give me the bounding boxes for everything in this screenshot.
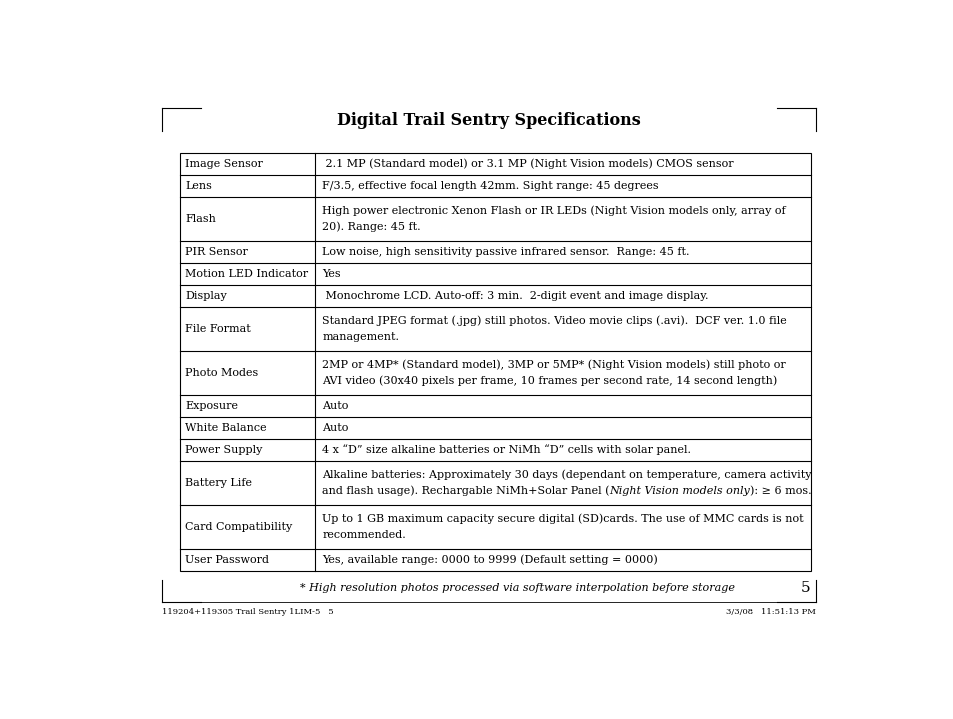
Text: Exposure: Exposure — [185, 400, 238, 411]
Text: Monochrome LCD. Auto-off: 3 min.  2-digit event and image display.: Monochrome LCD. Auto-off: 3 min. 2-digit… — [322, 290, 708, 301]
Text: 119204+119305 Trail Sentry 1LIM-5   5: 119204+119305 Trail Sentry 1LIM-5 5 — [162, 608, 334, 616]
Text: Standard JPEG format (.jpg) still photos. Video movie clips (.avi).  DCF ver. 1.: Standard JPEG format (.jpg) still photos… — [322, 316, 786, 326]
Text: F/3.5, effective focal length 42mm. Sight range: 45 degrees: F/3.5, effective focal length 42mm. Sigh… — [322, 180, 659, 191]
Text: Power Supply: Power Supply — [185, 445, 262, 454]
Text: AVI video (30x40 pixels per frame, 10 frames per second rate, 14 second length): AVI video (30x40 pixels per frame, 10 fr… — [322, 375, 777, 386]
Text: 5: 5 — [801, 581, 810, 595]
Text: High power electronic Xenon Flash or IR LEDs (Night Vision models only, array of: High power electronic Xenon Flash or IR … — [322, 206, 785, 216]
Text: 4 x “D” size alkaline batteries or NiMh “D” cells with solar panel.: 4 x “D” size alkaline batteries or NiMh … — [322, 444, 690, 455]
Text: 2MP or 4MP* (Standard model), 3MP or 5MP* (Night Vision models) still photo or: 2MP or 4MP* (Standard model), 3MP or 5MP… — [322, 360, 785, 370]
Text: Yes, available range: 0000 to 9999 (Default setting = 0000): Yes, available range: 0000 to 9999 (Defa… — [322, 554, 658, 565]
Text: 20). Range: 45 ft.: 20). Range: 45 ft. — [322, 221, 420, 232]
Text: Battery Life: Battery Life — [185, 477, 252, 487]
Text: and flash usage). Rechargable NiMh+Solar Panel (: and flash usage). Rechargable NiMh+Solar… — [322, 485, 609, 496]
Bar — [180, 152, 810, 571]
Text: File Format: File Format — [185, 324, 251, 334]
Text: PIR Sensor: PIR Sensor — [185, 247, 248, 257]
Text: Yes: Yes — [322, 269, 340, 279]
Text: Photo Modes: Photo Modes — [185, 367, 258, 377]
Text: User Password: User Password — [185, 554, 269, 564]
Text: Motion LED Indicator: Motion LED Indicator — [185, 269, 308, 279]
Text: Lens: Lens — [185, 180, 212, 191]
Text: Low noise, high sensitivity passive infrared sensor.  Range: 45 ft.: Low noise, high sensitivity passive infr… — [322, 247, 689, 257]
Text: 3/3/08   11:51:13 PM: 3/3/08 11:51:13 PM — [725, 608, 815, 616]
Text: recommended.: recommended. — [322, 530, 405, 540]
Text: Auto: Auto — [322, 400, 348, 411]
Text: Image Sensor: Image Sensor — [185, 159, 263, 169]
Text: Flash: Flash — [185, 214, 215, 224]
Text: Digital Trail Sentry Specifications: Digital Trail Sentry Specifications — [336, 112, 640, 129]
Text: Alkaline batteries: Approximately 30 days (dependant on temperature, camera acti: Alkaline batteries: Approximately 30 day… — [322, 470, 811, 480]
Text: Auto: Auto — [322, 423, 348, 433]
Text: Card Compatibility: Card Compatibility — [185, 522, 292, 532]
Text: management.: management. — [322, 331, 398, 342]
Text: * High resolution photos processed via software interpolation before storage: * High resolution photos processed via s… — [300, 583, 735, 593]
Text: 2.1 MP (Standard model) or 3.1 MP (Night Vision models) CMOS sensor: 2.1 MP (Standard model) or 3.1 MP (Night… — [322, 158, 733, 169]
Text: Display: Display — [185, 290, 227, 301]
Text: Up to 1 GB maximum capacity secure digital (SD)cards. The use of MMC cards is no: Up to 1 GB maximum capacity secure digit… — [322, 513, 803, 524]
Text: ): ≥ 6 mos.: ): ≥ 6 mos. — [750, 485, 811, 496]
Text: White Balance: White Balance — [185, 423, 267, 433]
Text: Night Vision models only: Night Vision models only — [609, 485, 750, 495]
